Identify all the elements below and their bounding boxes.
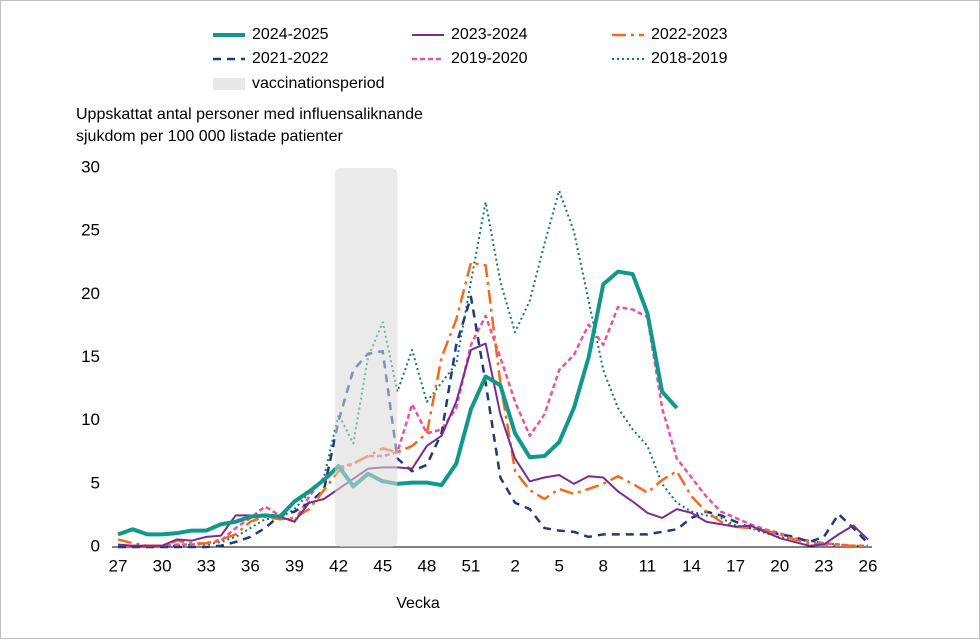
x-tick-label: 45 — [373, 556, 392, 575]
y-tick-label: 30 — [81, 157, 100, 176]
x-tick-label: 27 — [109, 556, 128, 575]
y-tick-label: 20 — [81, 284, 100, 303]
x-tick-label: 39 — [285, 556, 304, 575]
y-tick-label: 10 — [81, 410, 100, 429]
legend-label: 2021-2022 — [252, 50, 329, 67]
legend-label: 2023-2024 — [451, 26, 528, 43]
series-line — [117, 261, 868, 547]
x-tick-label: 5 — [554, 556, 563, 575]
legend-label: 2022-2023 — [651, 26, 728, 43]
x-tick-label: 36 — [241, 556, 260, 575]
legend-label: vaccinationsperiod — [252, 75, 385, 92]
x-tick-label: 51 — [461, 556, 480, 575]
y-tick-label: 15 — [81, 347, 100, 366]
x-tick-label: 30 — [153, 556, 172, 575]
y-axis-label: Uppskattat antal personer med influensal… — [76, 106, 423, 123]
y-tick-label: 25 — [81, 221, 100, 240]
x-axis-label: Vecka — [396, 595, 440, 612]
x-tick-label: 17 — [726, 556, 745, 575]
y-axis-label: sjukdom per 100 000 listade patienter — [76, 128, 344, 145]
x-tick-label: 48 — [417, 556, 436, 575]
legend-label: 2019-2020 — [451, 50, 528, 67]
legend-label: 2018-2019 — [651, 50, 728, 67]
x-tick-label: 8 — [599, 556, 608, 575]
legend-label: 2024-2025 — [252, 26, 329, 43]
x-tick-label: 23 — [814, 556, 833, 575]
x-tick-label: 42 — [329, 556, 348, 575]
series-line — [118, 305, 868, 547]
vaccination-period — [334, 168, 398, 547]
x-tick-label: 14 — [682, 556, 701, 575]
x-tick-label: 11 — [639, 556, 657, 575]
x-tick-label: 2 — [510, 556, 519, 575]
y-tick-label: 5 — [91, 473, 100, 492]
x-tick-label: 20 — [770, 556, 789, 575]
legend-swatch — [213, 78, 245, 90]
y-tick-label: 0 — [91, 536, 100, 555]
x-tick-label: 33 — [197, 556, 216, 575]
x-tick-label: 26 — [859, 556, 878, 575]
